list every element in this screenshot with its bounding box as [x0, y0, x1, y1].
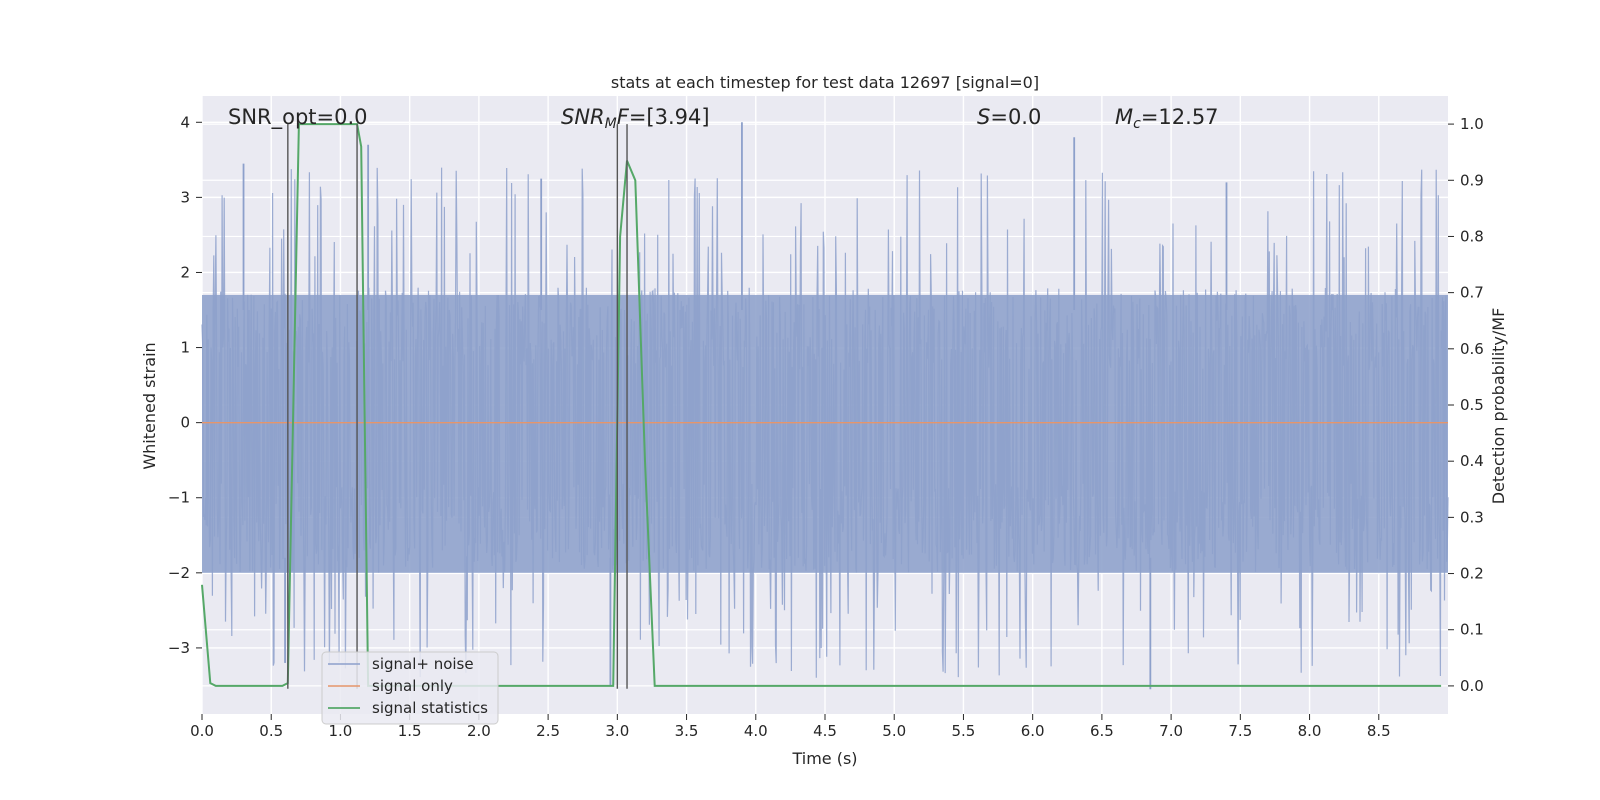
yr-tick-label-9: 0.1: [1460, 621, 1484, 639]
annotation-snr-mf-tail: F: [617, 105, 630, 129]
annotation-snr-mf: SNRMF=[3.94]: [561, 105, 710, 132]
series-signal-statistics: [201, 123, 1442, 687]
legend-label-signal-only: signal only: [372, 677, 453, 695]
yr-tick-label-6: 0.4: [1460, 452, 1484, 470]
annotation-snr-mf-name: SNR: [561, 105, 605, 129]
annotation-snr-mf-sub: M: [605, 116, 617, 132]
annotation-s: S=0.0: [977, 105, 1041, 129]
x-tick-label-16: 8.0: [1298, 722, 1322, 740]
legend-label-signal-statistics: signal statistics: [372, 699, 488, 717]
x-tick-label-0: 0.0: [190, 722, 214, 740]
legend-label-signal-noise: signal+ noise: [372, 655, 474, 673]
x-tick-label-11: 5.5: [952, 722, 976, 740]
y-axis-right-ticks: 1.0 0.9 0.8 0.7 0.6 0.5 0.4 0.3 0.2 0.1 0.0: [1448, 115, 1484, 695]
y-axis-left-label: Whitened strain: [140, 342, 159, 469]
series-signal-noise: [201, 122, 1449, 690]
annotation-snr-opt: SNR_opt=0.0: [228, 105, 368, 130]
x-tick-label-10: 5.0: [882, 722, 906, 740]
yr-tick-label-10: 0.0: [1460, 677, 1484, 695]
x-tick-label-6: 3.0: [605, 722, 629, 740]
annotation-snr-mf-value: =[3.94]: [629, 105, 710, 129]
yl-tick-label-1: 3: [180, 188, 190, 206]
x-tick-label-2: 1.0: [329, 722, 353, 740]
legend-box: [321, 651, 499, 725]
yl-tick-label-3: 1: [180, 339, 190, 357]
x-tick-label-13: 6.5: [1090, 722, 1114, 740]
yr-tick-label-8: 0.2: [1460, 565, 1484, 583]
yr-tick-label-0: 1.0: [1460, 115, 1484, 133]
x-tick-label-4: 2.0: [467, 722, 491, 740]
x-tick-label-15: 7.5: [1228, 722, 1252, 740]
legend: signal+ noise signal only signal statist…: [321, 651, 499, 725]
x-tick-label-9: 4.5: [813, 722, 837, 740]
yr-tick-label-3: 0.7: [1460, 284, 1484, 302]
yr-tick-label-7: 0.3: [1460, 508, 1484, 526]
vertical-markers: [287, 124, 628, 689]
x-tick-label-8: 4.0: [744, 722, 768, 740]
x-tick-label-7: 3.5: [675, 722, 699, 740]
yl-tick-label-2: 2: [180, 263, 190, 281]
y-axis-right-label: Detection probability/MF: [1489, 308, 1508, 505]
y-axis-left-ticks: 4 3 2 1 0 −1 −2 −3: [168, 113, 202, 657]
x-tick-label-12: 6.0: [1021, 722, 1045, 740]
x-tick-label-14: 7.0: [1159, 722, 1183, 740]
x-tick-label-5: 2.5: [536, 722, 560, 740]
annotation-mc: Mc=12.57: [1115, 105, 1219, 132]
yr-tick-label-2: 0.8: [1460, 227, 1484, 245]
annotation-mc-value: =12.57: [1141, 105, 1219, 129]
yr-tick-label-4: 0.6: [1460, 340, 1484, 358]
yl-tick-label-5: −1: [168, 489, 190, 507]
yl-tick-label-7: −3: [168, 639, 190, 657]
yr-tick-label-1: 0.9: [1460, 171, 1484, 189]
annotation-mc-name: M: [1115, 105, 1133, 129]
yl-tick-label-0: 4: [180, 113, 190, 131]
signal-statistics-line: [201, 123, 1442, 687]
x-tick-label-1: 0.5: [259, 722, 283, 740]
annotation-s-value: =0.0: [990, 105, 1041, 129]
yl-tick-label-6: −2: [168, 564, 190, 582]
x-axis-label: Time (s): [791, 749, 857, 768]
yr-tick-label-5: 0.5: [1460, 396, 1484, 414]
x-tick-label-3: 1.5: [398, 722, 422, 740]
signal-noise-band: [202, 294, 1448, 573]
chart-title: stats at each timestep for test data 126…: [611, 73, 1039, 92]
x-axis-ticks: 0.0 0.5 1.0 1.5 2.0 2.5 3.0 3.5 4.0 4.5 5.0 5.5 6.0 6…: [190, 714, 1391, 740]
annotation-mc-sub: c: [1133, 116, 1141, 132]
x-tick-label-17: 8.5: [1367, 722, 1391, 740]
yl-tick-label-4: 0: [180, 414, 190, 432]
annotation-s-name: S: [977, 105, 990, 129]
